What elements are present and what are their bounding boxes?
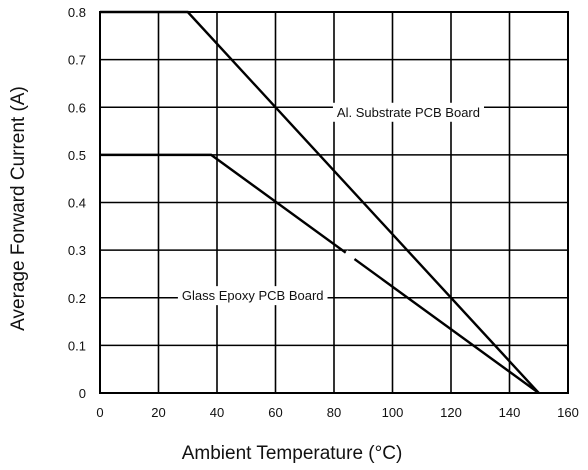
y-axis-title: Average Forward Current (A) — [8, 86, 29, 331]
x-tick-label: 160 — [557, 405, 579, 420]
y-tick-label: 0.8 — [68, 5, 86, 20]
y-tick-label: 0.5 — [68, 148, 86, 163]
x-tick-label: 20 — [151, 405, 165, 420]
x-tick-label: 140 — [499, 405, 521, 420]
x-tick-label: 0 — [96, 405, 103, 420]
y-tick-label: 0.6 — [68, 100, 86, 115]
y-tick-label: 0.1 — [68, 338, 86, 353]
x-tick-labels: 0 20 40 60 80 100 120 140 160 — [96, 405, 578, 420]
x-tick-label: 40 — [210, 405, 224, 420]
x-tick-label: 80 — [327, 405, 341, 420]
grid-lines — [99, 11, 569, 394]
y-tick-label: 0.7 — [68, 53, 86, 68]
annotation-background — [332, 102, 485, 122]
x-tick-label: 100 — [382, 405, 404, 420]
plot-frame — [99, 11, 569, 394]
x-tick-label: 60 — [268, 405, 282, 420]
series-line-1 — [100, 153, 540, 394]
annotation-glass-epoxy: Glass Epoxy PCB Board — [182, 288, 324, 303]
annotations: Al. Substrate PCB Board Glass Epoxy PCB … — [177, 102, 485, 306]
annotation-al-substrate: Al. Substrate PCB Board — [337, 105, 480, 120]
y-tick-label: 0.2 — [68, 291, 86, 306]
y-tick-label: 0.3 — [68, 243, 86, 258]
x-tick-label: 120 — [440, 405, 462, 420]
annotation-background — [177, 286, 328, 306]
line-break — [343, 250, 357, 262]
x-axis-title: Ambient Temperature (°C) — [182, 443, 403, 464]
y-tick-label: 0.4 — [68, 196, 86, 211]
y-tick-labels: 0 0.1 0.2 0.3 0.4 0.5 0.6 0.7 0.8 — [68, 5, 86, 401]
y-tick-label: 0 — [79, 386, 86, 401]
